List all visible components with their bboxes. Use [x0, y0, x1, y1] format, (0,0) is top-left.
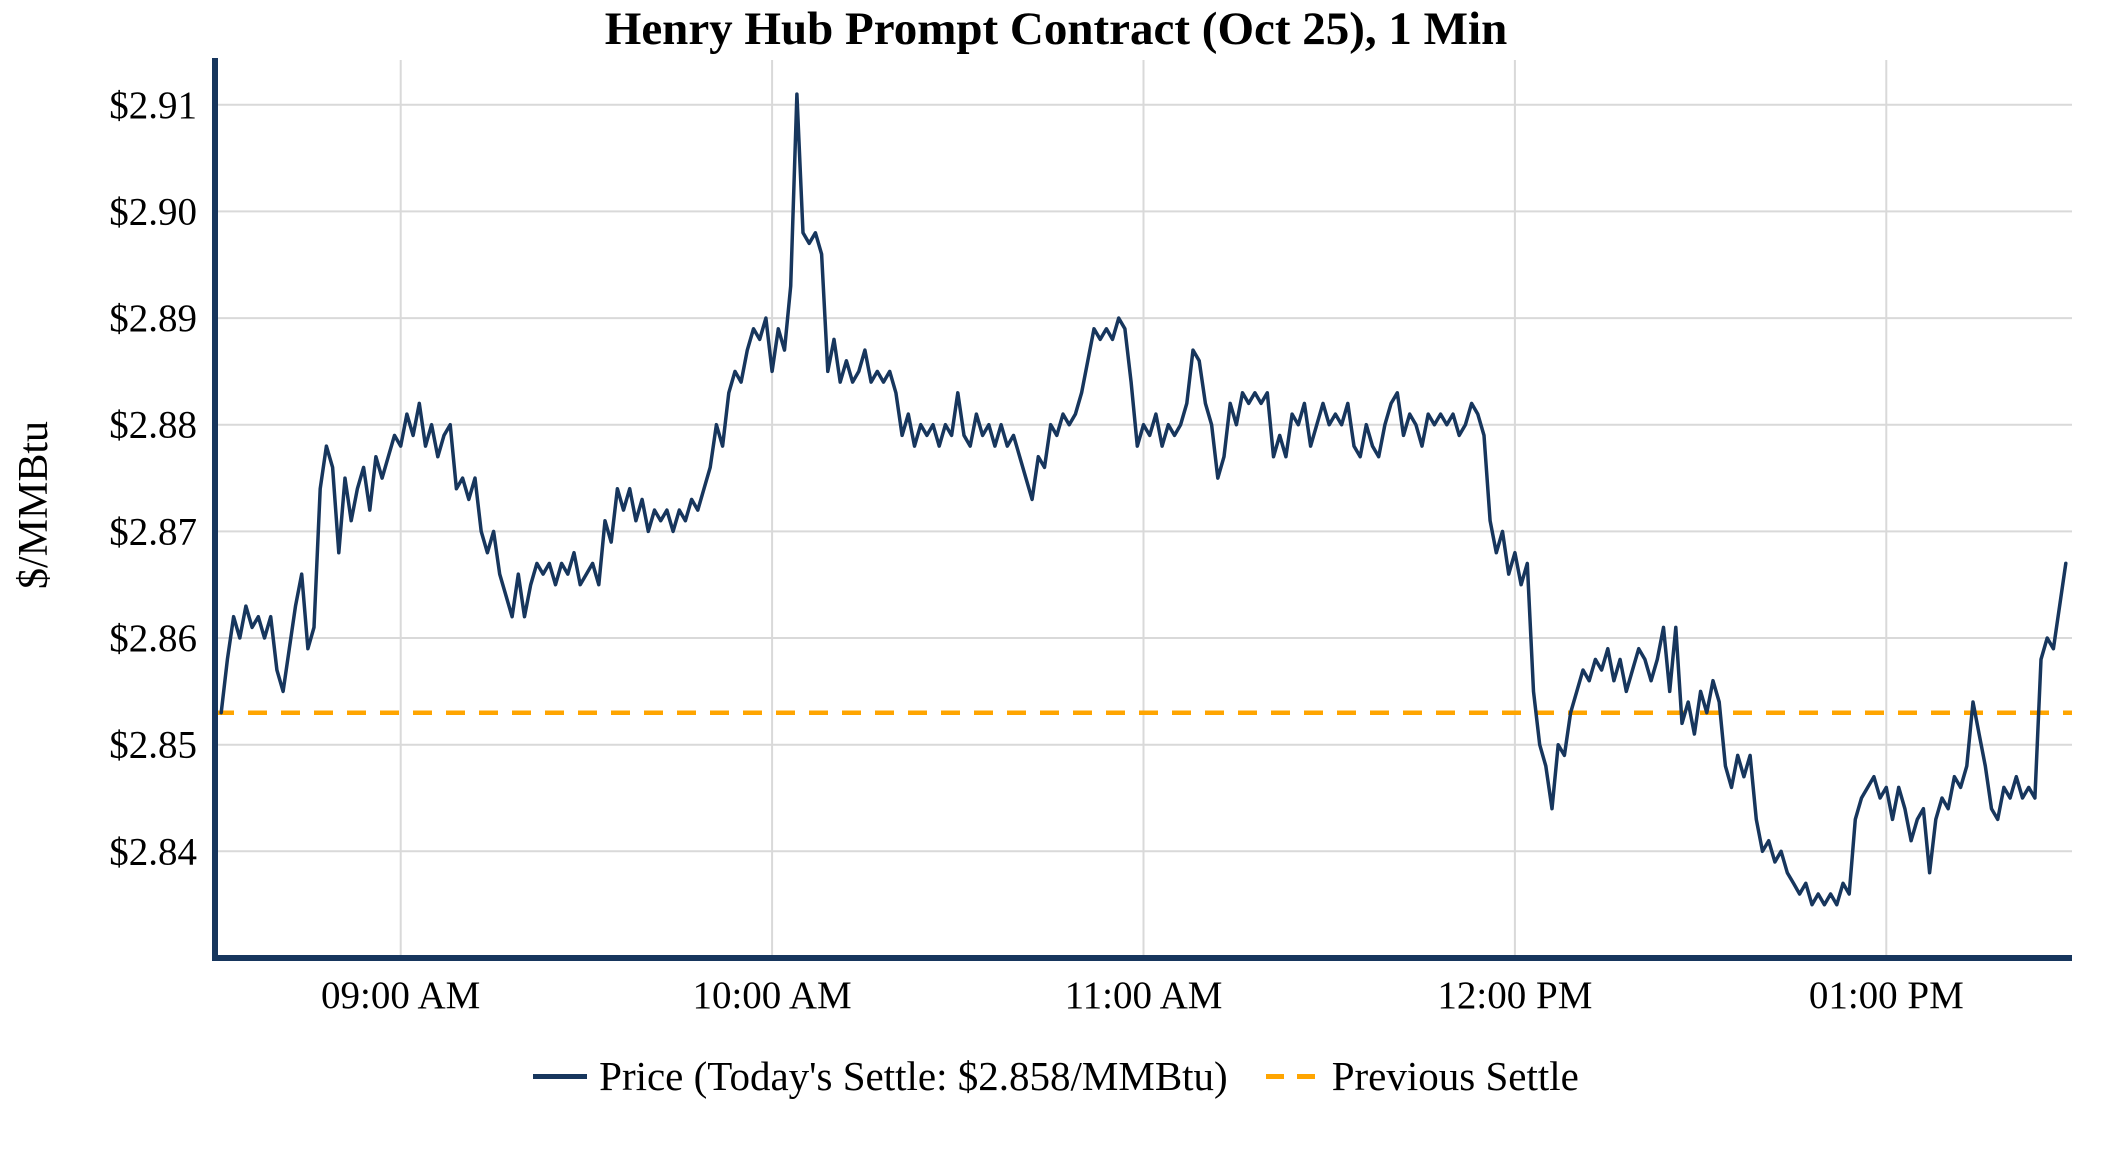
y-tick-label: $2.85	[109, 724, 197, 767]
previous-settle-line-sample	[1265, 1073, 1320, 1079]
y-tick-label: $2.89	[109, 297, 197, 340]
price-line-sample	[533, 1073, 588, 1079]
y-tick-label: $2.88	[109, 404, 197, 447]
x-tick-label: 11:00 AM	[1065, 974, 1223, 1017]
legend-previous-settle-label: Previous Settle	[1331, 1053, 1579, 1099]
y-axis-label: $/MMBtu	[11, 420, 57, 590]
y-tick-label: $2.90	[109, 190, 197, 233]
y-tick-label: $2.87	[109, 510, 197, 553]
x-tick-label: 09:00 AM	[321, 974, 480, 1017]
x-tick-label: 12:00 PM	[1437, 974, 1592, 1017]
y-tick-label: $2.84	[109, 830, 197, 873]
y-tick-label: $2.86	[109, 617, 197, 660]
x-tick-label: 01:00 PM	[1809, 974, 1964, 1017]
y-tick-label: $2.91	[109, 84, 197, 127]
x-tick-label: 10:00 AM	[692, 974, 851, 1017]
price-line	[219, 92, 2068, 907]
legend-price-label: Price (Today's Settle: $2.858/MMBtu)	[599, 1053, 1228, 1099]
chart-title: Henry Hub Prompt Contract (Oct 25), 1 Mi…	[604, 3, 1508, 55]
legend: Price (Today's Settle: $2.858/MMBtu) Pre…	[0, 1052, 2112, 1100]
